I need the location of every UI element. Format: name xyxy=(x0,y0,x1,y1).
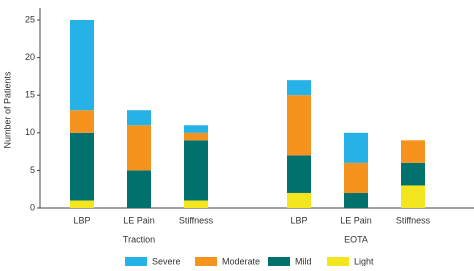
legend-label: Light xyxy=(354,256,374,266)
bar-segment xyxy=(70,200,94,208)
legend-swatch xyxy=(268,257,290,266)
y-tick-label: 25 xyxy=(25,14,35,24)
y-tick-label: 10 xyxy=(25,127,35,137)
bar-segment xyxy=(127,170,151,208)
bar-segment xyxy=(401,162,425,186)
bar-segment xyxy=(401,140,425,163)
legend-label: Severe xyxy=(152,256,181,266)
x-tick-label: LBP xyxy=(290,215,307,225)
bar-segment xyxy=(401,185,425,208)
y-tick-label: 0 xyxy=(30,202,35,212)
group-label: EOTA xyxy=(344,234,368,244)
legend-label: Moderate xyxy=(222,256,260,266)
bar-segment xyxy=(287,95,311,156)
bar-segment xyxy=(70,132,94,201)
bar-segment xyxy=(70,110,94,133)
y-tick-label: 20 xyxy=(25,52,35,62)
legend-swatch xyxy=(327,257,349,266)
y-tick-label: 15 xyxy=(25,90,35,100)
bar-segment xyxy=(344,132,368,163)
bar-segment xyxy=(127,110,151,126)
x-tick-label: Stiffness xyxy=(396,215,431,225)
group-label: Traction xyxy=(123,234,155,244)
bar-segment xyxy=(287,192,311,208)
bar-segment xyxy=(184,140,208,201)
legend-label: Mild xyxy=(295,256,312,266)
x-tick-label: LBP xyxy=(73,215,90,225)
bar-segment xyxy=(127,125,151,171)
x-tick-label: LE Pain xyxy=(340,215,372,225)
x-tick-label: LE Pain xyxy=(123,215,155,225)
y-axis-title: Number of Patients xyxy=(2,71,12,149)
legend-swatch xyxy=(125,257,147,266)
y-tick-label: 5 xyxy=(30,165,35,175)
bar-segment xyxy=(344,162,368,193)
x-tick-label: Stiffness xyxy=(179,215,214,225)
bar-segment xyxy=(184,200,208,208)
legend-swatch xyxy=(195,257,217,266)
bar-segment xyxy=(184,125,208,133)
bar-segment xyxy=(344,192,368,208)
bar-segment xyxy=(70,20,94,111)
bar-segment xyxy=(287,155,311,193)
bar-segment xyxy=(287,80,311,96)
bar-segment xyxy=(184,132,208,141)
